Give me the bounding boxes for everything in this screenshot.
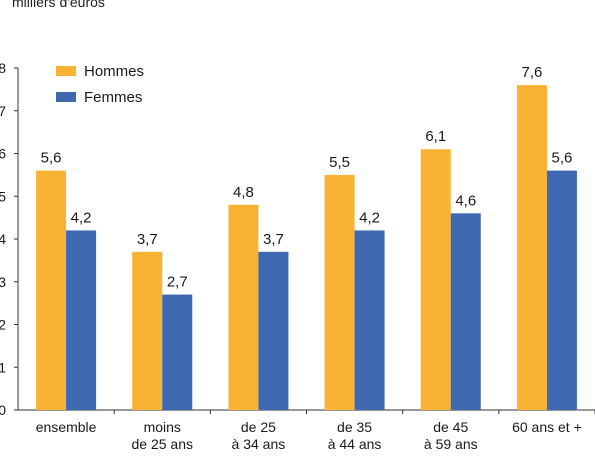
x-tick-label: 60 ans et + <box>512 419 582 435</box>
bar-femmes <box>162 294 193 410</box>
bar-hommes <box>132 251 163 410</box>
y-tick-label: 2 <box>0 317 6 333</box>
data-label: 5,6 <box>41 150 62 167</box>
y-tick-label: 7 <box>0 103 6 119</box>
data-label: 2,7 <box>167 274 188 291</box>
bar-femmes <box>450 213 481 410</box>
bar-femmes <box>258 251 289 410</box>
bar-femmes <box>546 170 577 410</box>
x-tick-label: à 44 ans <box>328 436 382 452</box>
y-tick-label: 1 <box>0 359 6 375</box>
legend-swatch-femmes <box>56 92 76 102</box>
data-label: 5,6 <box>551 150 572 167</box>
bar-femmes <box>354 230 385 410</box>
y-tick-label: 4 <box>0 231 6 247</box>
x-tick-label: ensemble <box>36 419 97 435</box>
y-axis-title: milliers d'euros <box>12 0 105 10</box>
x-tick-label: de 25 ans <box>132 436 194 452</box>
y-tick-label: 5 <box>0 188 6 204</box>
x-tick-label: à 59 ans <box>424 436 478 452</box>
y-tick-label: 0 <box>0 402 6 418</box>
y-tick-label: 6 <box>0 146 6 162</box>
legend-label: Hommes <box>84 63 144 80</box>
bar-hommes <box>516 85 547 410</box>
x-tick-label: moins <box>144 419 181 435</box>
data-label: 3,7 <box>137 231 158 248</box>
y-tick-label: 3 <box>0 274 6 290</box>
legend-label: Femmes <box>84 89 142 106</box>
data-label: 4,8 <box>233 184 254 201</box>
bars: 5,6 4,2 3,7 2,7 4,8 3,7 5,5 4,2 6,1 4,6 7,6 5,6 <box>36 64 577 410</box>
data-label: 3,7 <box>263 231 284 248</box>
data-label: 4,2 <box>359 209 380 226</box>
data-label: 7,6 <box>521 64 542 81</box>
bar-femmes <box>66 230 97 410</box>
x-tick-label: à 34 ans <box>232 436 286 452</box>
data-label: 6,1 <box>425 128 446 145</box>
legend: Hommes Femmes <box>56 63 144 106</box>
x-tick-label: de 35 <box>337 419 372 435</box>
x-tick-label: de 25 <box>241 419 276 435</box>
bar-hommes <box>228 204 259 410</box>
y-tick-label: 8 <box>0 60 6 76</box>
data-label: 4,6 <box>455 192 476 209</box>
data-label: 4,2 <box>71 209 92 226</box>
bar-hommes <box>420 149 451 410</box>
bar-hommes <box>36 170 67 410</box>
x-tick-label: de 45 <box>433 419 468 435</box>
legend-swatch-hommes <box>56 66 76 76</box>
data-label: 5,5 <box>329 154 350 171</box>
bar-hommes <box>324 174 355 410</box>
